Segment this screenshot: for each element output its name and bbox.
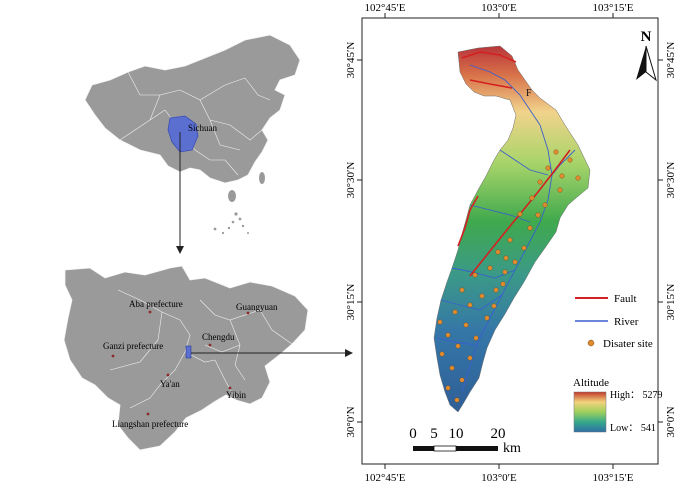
bottom-tick-1: 102°45′E <box>364 472 405 484</box>
study-area-terrain <box>433 45 591 413</box>
study-area-marker <box>185 345 192 359</box>
north-arrow-label: N <box>641 29 652 45</box>
scale-label-0: 0 <box>409 426 417 442</box>
place-label-liangshan: Liangshan prefecture <box>112 419 188 429</box>
scale-bar: 0 5 10 20 km <box>409 426 521 456</box>
island <box>228 190 236 202</box>
legend-fault-label: Fault <box>614 293 637 305</box>
scale-label-5: 5 <box>430 426 438 442</box>
disaster-sites <box>437 149 581 403</box>
legend-low-label: Low： 541 <box>610 423 656 434</box>
scale-unit: km <box>503 441 521 456</box>
left-tick-3: 30°15′N <box>345 284 357 321</box>
china-map: Sichuan <box>84 34 301 235</box>
connector-arrow-1 <box>176 132 184 254</box>
place-label-chengdu: Chengdu <box>202 332 235 342</box>
fault-marker: F <box>526 88 532 99</box>
legend: Fault River Disater site Altitude High： … <box>573 293 663 434</box>
top-tick-1: 102°45′E <box>364 2 405 14</box>
china-outline <box>84 34 301 184</box>
left-tick-2: 30°30′N <box>345 162 357 199</box>
sichuan-map: Aba prefecture Guangyuan Chengdu Ganzi p… <box>63 265 309 451</box>
altitude-ramp <box>573 391 607 433</box>
place-dots <box>111 310 250 416</box>
right-tick-3: 30°15′N <box>665 284 677 321</box>
frame-ticks <box>357 13 663 469</box>
top-tick-2: 103°0′E <box>481 2 517 14</box>
prefecture-borders <box>109 289 293 409</box>
scale-label-10: 10 <box>449 426 464 442</box>
scale-label-20: 20 <box>491 426 506 442</box>
china-province-label: Sichuan <box>188 123 217 133</box>
place-label-ganzi: Ganzi prefecture <box>103 341 163 351</box>
south-sea-islands <box>213 212 249 235</box>
connector-arrow-2 <box>191 349 353 357</box>
place-label-yibin: Yibin <box>226 390 247 400</box>
left-tick-1: 30°45′N <box>345 42 357 79</box>
study-area-map: 102°45′E 103°0′E 103°15′E 102°45′E 103°0… <box>345 2 677 484</box>
right-tick-2: 30°30′N <box>665 162 677 199</box>
rivers <box>436 64 576 393</box>
left-tick-4: 30°0′N <box>345 406 357 437</box>
place-label-guangyuan: Guangyuan <box>236 302 278 312</box>
legend-disaster-label: Disater site <box>603 338 653 350</box>
sichuan-highlight <box>167 115 199 153</box>
place-label-aba: Aba prefecture <box>129 299 183 309</box>
bottom-tick-3: 103°15′E <box>592 472 633 484</box>
right-tick-1: 30°45′N <box>665 42 677 79</box>
legend-altitude-title: Altitude <box>573 377 609 389</box>
bottom-tick-2: 103°0′E <box>481 472 517 484</box>
place-label-yaan: Ya'an <box>160 379 180 389</box>
right-tick-4: 30°0′N <box>665 406 677 437</box>
province-borders <box>119 71 271 176</box>
top-tick-3: 103°15′E <box>592 2 633 14</box>
legend-high-label: High： 5279 <box>610 390 663 401</box>
legend-river-label: River <box>614 316 639 328</box>
north-arrow: N <box>636 29 657 82</box>
legend-disaster-swatch <box>587 339 595 347</box>
island <box>259 172 265 184</box>
